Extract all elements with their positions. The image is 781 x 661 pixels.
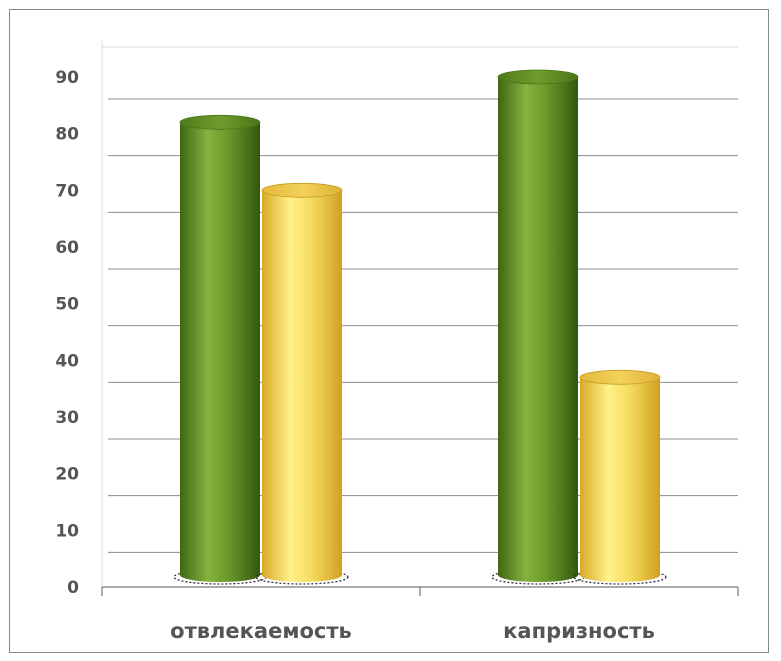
- y-tick-label: 50: [55, 295, 79, 315]
- x-category-label: капризность: [503, 619, 655, 643]
- x-category-label: отвлекаемость: [170, 619, 352, 643]
- bar: [173, 114, 267, 585]
- bar-body: [498, 77, 578, 582]
- bar-top: [179, 114, 261, 130]
- bar: [491, 69, 585, 585]
- y-tick-label: 70: [55, 181, 79, 201]
- bar: [255, 182, 349, 585]
- bar-top: [497, 69, 579, 85]
- bar-top: [261, 182, 343, 198]
- y-tick-label: 10: [55, 521, 79, 541]
- bar: [573, 369, 667, 585]
- bar-base-shadow: [573, 569, 667, 585]
- y-tick-label: 20: [55, 465, 79, 485]
- y-tick-label: 80: [55, 125, 79, 145]
- bar-top: [579, 369, 661, 385]
- y-tick-label: 0: [67, 578, 79, 598]
- bar-base-shadow: [255, 569, 349, 585]
- bar-body: [580, 377, 660, 582]
- y-tick-label: 30: [55, 408, 79, 428]
- bar-body: [180, 122, 260, 582]
- y-tick-label: 90: [55, 68, 79, 88]
- y-tick-label: 40: [55, 351, 79, 371]
- y-tick-label: 60: [55, 238, 79, 258]
- bar-body: [262, 190, 342, 583]
